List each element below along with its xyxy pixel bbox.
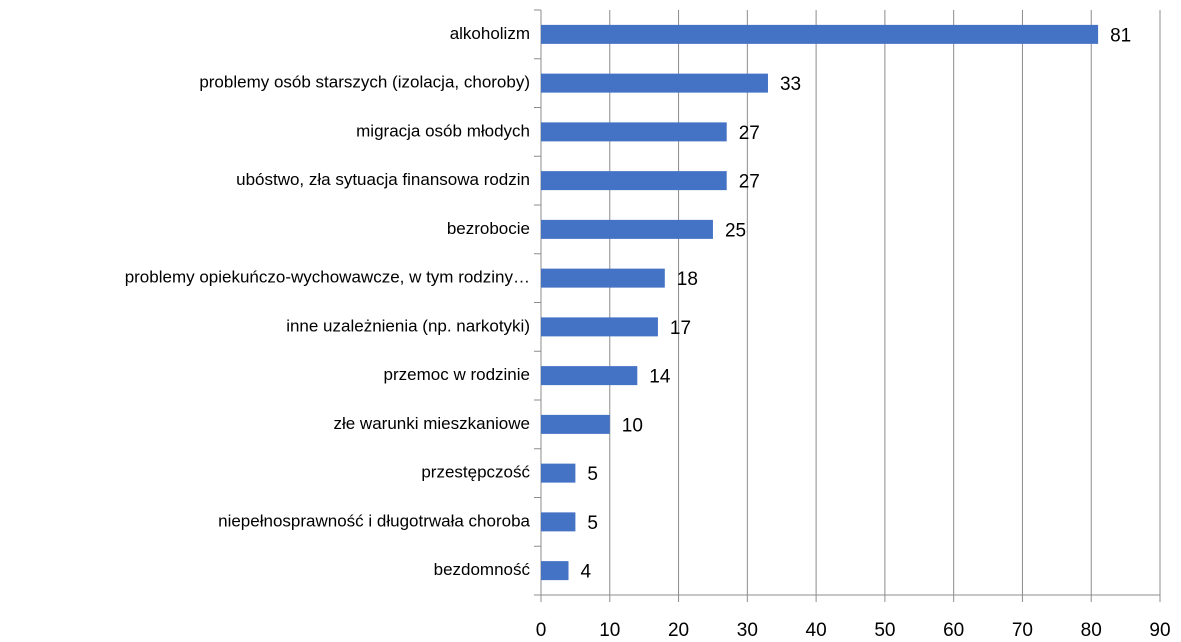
y-tick-label: inne uzależnienia (np. narkotyki) <box>286 316 530 335</box>
x-tick-label: 90 <box>1149 620 1170 641</box>
x-tick-label: 20 <box>668 620 689 641</box>
value-label: 27 <box>739 172 760 193</box>
bar <box>541 463 576 483</box>
y-tick-label: migracja osób młodych <box>356 121 530 140</box>
y-tick-label: ubóstwo, zła sytuacja finansowa rodzin <box>236 170 530 189</box>
value-label: 25 <box>725 220 746 241</box>
x-tick-label: 0 <box>536 620 547 641</box>
y-tick-label: problemy osób starszych (izolacja, choro… <box>199 73 530 92</box>
bar <box>541 268 665 288</box>
bar <box>541 512 576 532</box>
value-label: 5 <box>587 464 598 485</box>
bar <box>541 122 727 142</box>
y-tick-label: bezdomność <box>434 560 531 579</box>
y-tick-label: problemy opiekuńczo-wychowawcze, w tym r… <box>125 268 530 287</box>
bar <box>541 171 727 191</box>
x-tick-label: 40 <box>806 620 827 641</box>
bar <box>541 73 768 93</box>
y-tick-label: niepełnosprawność i długotrwała choroba <box>218 511 530 530</box>
x-tick-label: 50 <box>874 620 895 641</box>
bar <box>541 317 658 337</box>
y-tick-label: przemoc w rodzinie <box>384 365 530 384</box>
value-label: 18 <box>677 269 698 290</box>
bar <box>541 561 569 581</box>
value-label: 4 <box>581 562 592 583</box>
x-tick-label: 10 <box>599 620 620 641</box>
x-tick-label: 80 <box>1081 620 1102 641</box>
y-tick-label: złe warunki mieszkaniowe <box>333 414 530 433</box>
bar <box>541 366 638 386</box>
x-tick-label: 60 <box>943 620 964 641</box>
y-tick-label: przestępczość <box>421 463 530 482</box>
value-label: 14 <box>649 367 671 388</box>
bar <box>541 414 610 434</box>
bar <box>541 219 713 239</box>
x-tick-label: 70 <box>1012 620 1033 641</box>
bar <box>541 24 1099 44</box>
y-tick-label: bezrobocie <box>447 219 530 238</box>
value-label: 10 <box>622 415 643 436</box>
value-label: 81 <box>1110 25 1131 46</box>
value-label: 33 <box>780 74 801 95</box>
x-tick-label: 30 <box>737 620 758 641</box>
value-label: 17 <box>670 318 691 339</box>
y-tick-label: alkoholizm <box>450 24 530 43</box>
value-label: 27 <box>739 123 760 144</box>
value-label: 5 <box>587 513 598 534</box>
